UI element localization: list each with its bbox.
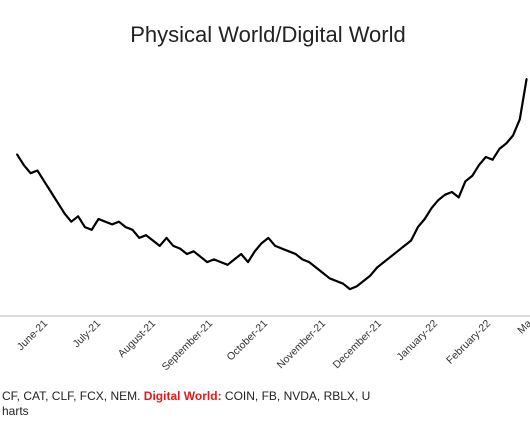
x-tick-label: June-21	[15, 318, 50, 353]
data-point	[362, 280, 365, 282]
data-point	[294, 253, 297, 255]
data-point	[335, 280, 338, 282]
data-point	[437, 199, 440, 202]
data-point	[369, 274, 372, 277]
data-point	[267, 237, 270, 239]
data-point	[417, 226, 419, 229]
data-point	[165, 237, 168, 239]
data-point	[410, 239, 412, 242]
data-point	[63, 212, 66, 215]
data-point	[396, 250, 399, 253]
chart-title: Physical World/Digital World	[130, 22, 406, 47]
data-point	[457, 196, 460, 199]
data-point	[138, 237, 141, 239]
data-point	[376, 266, 378, 269]
footnote-tickers-digital: COIN, FB, NVDA, RBLX, U	[221, 389, 371, 403]
data-point	[321, 272, 324, 274]
data-point	[484, 156, 487, 158]
footnote-line-2: harts	[2, 404, 29, 418]
data-point	[192, 250, 195, 253]
x-tick-label: Ma	[515, 318, 530, 337]
data-point	[491, 158, 494, 161]
data-point	[505, 142, 508, 145]
data-point	[342, 282, 344, 285]
data-point	[281, 247, 283, 250]
data-point	[43, 180, 46, 183]
data-point	[301, 258, 304, 261]
data-points	[16, 78, 528, 290]
data-point	[131, 228, 134, 231]
data-point	[36, 169, 39, 172]
x-tick-label: February-22	[444, 318, 493, 367]
data-point	[471, 175, 474, 177]
footnote-line-1: CF, CAT, CLF, FCX, NEM. Digital World: C…	[2, 389, 370, 403]
data-point	[16, 153, 18, 156]
x-tick-label: September-21	[160, 318, 216, 374]
data-point	[145, 234, 148, 237]
data-point	[118, 220, 120, 223]
data-point	[104, 220, 107, 223]
data-point	[315, 266, 317, 269]
x-tick-label: December-21	[331, 318, 385, 372]
x-tick-label: November-21	[275, 318, 329, 372]
data-point	[158, 245, 161, 247]
data-point	[172, 245, 175, 247]
data-point	[451, 191, 453, 193]
data-point	[152, 239, 154, 242]
data-point	[186, 253, 188, 255]
data-point	[29, 172, 32, 175]
data-point	[199, 255, 202, 258]
data-point	[22, 164, 25, 167]
data-point	[240, 253, 243, 255]
x-tick-label: October-21	[224, 318, 270, 364]
data-point	[226, 263, 229, 266]
x-tick-label: August-21	[116, 318, 158, 360]
data-point	[56, 201, 59, 204]
data-point	[444, 193, 446, 196]
x-tick-label: July-21	[71, 318, 104, 351]
data-point	[206, 261, 209, 263]
data-point	[219, 261, 222, 263]
data-point	[179, 247, 182, 250]
data-point	[349, 288, 351, 290]
footnote-digital-label: Digital World:	[143, 389, 222, 403]
data-point	[355, 285, 358, 288]
data-point	[308, 261, 311, 263]
data-point	[253, 250, 256, 253]
data-point	[50, 191, 52, 193]
data-point	[260, 242, 263, 245]
data-point	[124, 226, 127, 229]
data-point	[77, 215, 79, 218]
data-point	[464, 180, 467, 183]
series-line	[16, 78, 528, 291]
data-point	[97, 218, 100, 220]
data-point	[403, 245, 406, 247]
data-point	[498, 148, 501, 150]
data-point	[518, 118, 521, 121]
footnote-tickers-physical: CF, CAT, CLF, FCX, NEM.	[2, 389, 144, 403]
data-point	[287, 250, 290, 253]
data-point	[423, 218, 426, 220]
x-tick-label: January-22	[394, 318, 440, 364]
data-point	[213, 258, 215, 261]
data-point	[84, 226, 86, 229]
data-point	[430, 207, 433, 210]
data-point	[70, 220, 73, 223]
data-point	[274, 245, 277, 247]
data-point	[90, 228, 93, 231]
data-point	[383, 261, 385, 263]
data-point	[111, 223, 113, 226]
data-point	[478, 164, 480, 167]
data-point	[247, 261, 249, 263]
data-point	[389, 255, 392, 258]
data-point	[512, 134, 514, 137]
data-point	[328, 277, 331, 280]
data-point	[233, 258, 236, 261]
data-point	[525, 78, 528, 80]
x-axis-ticks: June-21 July-21 August-21 September-21 Octob…	[15, 318, 530, 374]
